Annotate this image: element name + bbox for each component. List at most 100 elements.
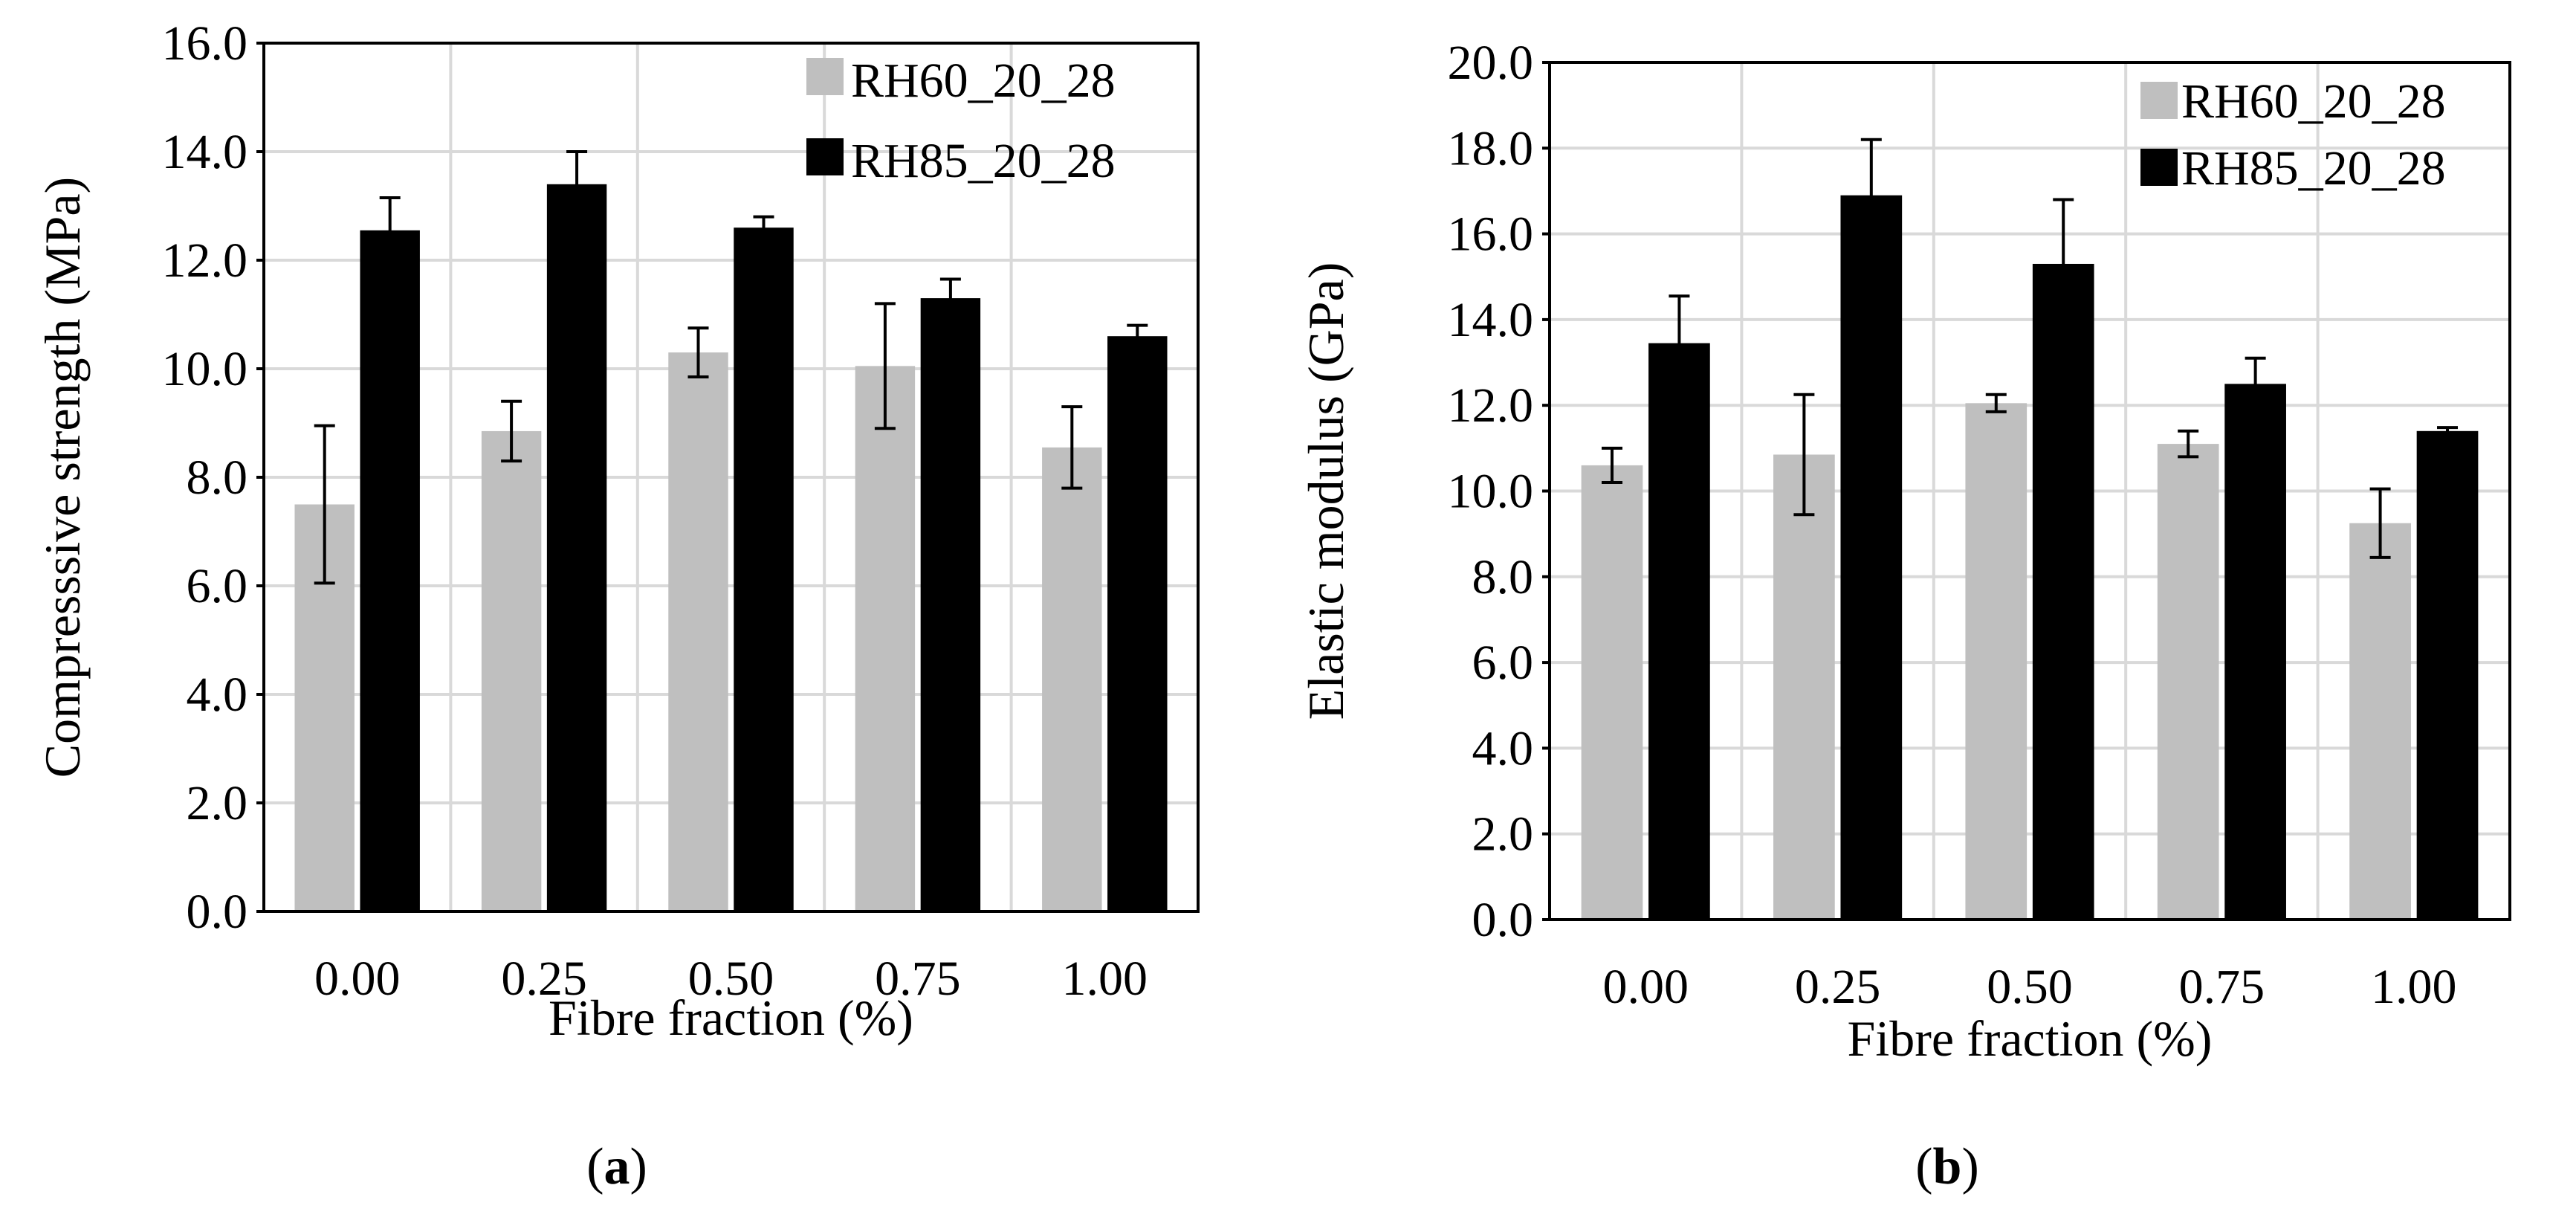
error-bar-rh60-20-28-0-75	[874, 302, 896, 430]
y-tick-label: 10.0	[1448, 465, 1534, 519]
bar-rh60-20-28-0-75	[855, 366, 916, 912]
y-tick-label: 16.0	[1448, 207, 1534, 262]
x-tick-label: 0.25	[501, 952, 587, 1006]
chart-elastic-modulus: 0.02.04.06.08.010.012.014.016.018.020.0 …	[1298, 36, 2511, 1195]
bar-rh60-20-28-0-75	[2157, 444, 2219, 920]
y-tick-label: 2.0	[1472, 807, 1534, 862]
legend-label-rh60-b: RH60_20_28	[2181, 74, 2446, 129]
error-bar-rh60-20-28-0-50	[1985, 393, 2007, 413]
x-tick-label: 1.00	[2371, 960, 2457, 1014]
x-tick-label: 0.75	[875, 952, 961, 1006]
panel-label-close-a: )	[630, 1138, 647, 1195]
x-tick-labels-a: 0.00 0.25 0.50 0.75 1.00	[314, 952, 1148, 1006]
bar-rh60-20-28-0-50	[668, 352, 728, 912]
y-tick-labels-a: 0.0 2.0 4.0 6.0 8.0 10.0 12.0 14.0 16.0	[162, 16, 264, 939]
y-tick-label: 4.0	[1472, 721, 1534, 775]
panel-label-close-b: )	[1961, 1138, 1978, 1195]
error-bar-rh60-20-28-0-75	[2178, 429, 2199, 459]
y-tick-label: 14.0	[162, 125, 248, 179]
y-axis-title-b: Elastic modulus (GPa)	[1298, 262, 1354, 720]
y-tick-labels-b: 0.0 2.0 4.0 6.0 8.0 10.0 12.0 14.0 16.0 18.0 20.0	[1448, 36, 1550, 947]
x-tick-label: 0.50	[1987, 960, 2073, 1014]
x-tick-label: 0.00	[314, 952, 401, 1006]
y-tick-label: 12.0	[1448, 378, 1534, 433]
error-bar-rh60-20-28-0-25	[1793, 393, 1815, 517]
bar-rh85-20-28-0-75	[2224, 384, 2286, 920]
bar-rh60-20-28-0-25	[1773, 454, 1835, 920]
error-bar-rh60-20-28-0-00	[314, 424, 335, 585]
y-tick-label: 18.0	[1448, 121, 1534, 175]
panel-label-open-a: (	[586, 1138, 603, 1195]
panel-label-letter-a: a	[604, 1138, 630, 1195]
y-tick-label: 6.0	[187, 559, 248, 613]
bar-rh85-20-28-0-00	[360, 230, 420, 912]
x-tick-label: 0.75	[2179, 960, 2265, 1014]
legend-label-rh85-b: RH85_20_28	[2181, 141, 2446, 196]
bar-rh85-20-28-0-50	[2032, 263, 2094, 920]
chart-compressive-strength: 0.0 2.0 4.0 6.0 8.0 10.0 12.0 14.0 16.0 0.00 0.25…	[34, 16, 1200, 1195]
x-axis-title-b: Fibre fraction (%)	[1848, 1010, 2213, 1067]
legend-b: RH60_20_28 RH85_20_28	[2140, 74, 2446, 196]
x-tick-label: 0.00	[1602, 960, 1689, 1014]
y-tick-label: 16.0	[162, 16, 248, 71]
bar-rh85-20-28-0-75	[920, 298, 981, 912]
y-tick-label: 0.0	[1472, 893, 1534, 947]
error-bar-rh85-20-28-0-00	[379, 196, 401, 265]
bar-rh60-20-28-0-25	[481, 430, 542, 911]
error-bar-rh85-20-28-0-50	[2053, 198, 2074, 330]
legend-swatch-rh60-a	[806, 58, 844, 95]
y-tick-label: 4.0	[187, 668, 248, 722]
y-tick-label: 8.0	[1472, 550, 1534, 604]
bar-rh60-20-28-1-00	[2349, 523, 2411, 920]
y-tick-label: 20.0	[1448, 36, 1534, 90]
panel-label-open-b: (	[1915, 1138, 1932, 1195]
panel-label-letter-b: b	[1933, 1138, 1962, 1195]
bars-b	[1581, 195, 2479, 920]
panel-label-a: (a)	[586, 1138, 647, 1195]
error-bars-b	[1601, 138, 2459, 559]
bar-rh85-20-28-1-00	[1107, 336, 1168, 911]
legend-label-rh60-a: RH60_20_28	[851, 54, 1116, 108]
bar-rh85-20-28-0-25	[1840, 195, 1903, 920]
error-bar-rh85-20-28-0-50	[753, 215, 774, 240]
error-bar-rh60-20-28-0-50	[687, 326, 709, 378]
y-tick-label: 8.0	[187, 451, 248, 505]
y-tick-label: 2.0	[187, 776, 248, 830]
error-bar-rh60-20-28-1-00	[2369, 487, 2391, 559]
y-tick-label: 0.0	[187, 885, 248, 939]
y-tick-label: 14.0	[1448, 293, 1534, 347]
y-tick-label: 12.0	[162, 233, 248, 288]
error-bar-rh60-20-28-1-00	[1061, 405, 1083, 490]
error-bars-a	[314, 150, 1148, 585]
x-tick-label: 0.50	[688, 952, 774, 1006]
legend-a: RH60_20_28 RH85_20_28	[806, 54, 1116, 188]
error-bar-rh85-20-28-0-75	[939, 277, 961, 319]
error-bar-rh85-20-28-0-75	[2245, 356, 2266, 411]
legend-swatch-rh85-a	[806, 138, 844, 175]
bar-rh85-20-28-0-25	[546, 184, 607, 912]
bar-rh85-20-28-1-00	[2416, 430, 2479, 920]
bar-rh60-20-28-0-50	[1965, 403, 2028, 920]
x-axis-title-a: Fibre fraction (%)	[548, 989, 913, 1046]
error-bar-rh85-20-28-0-25	[566, 150, 588, 219]
error-bar-rh85-20-28-1-00	[1127, 323, 1148, 349]
y-tick-label: 10.0	[162, 342, 248, 396]
bar-rh60-20-28-1-00	[1042, 447, 1102, 911]
bars-a	[294, 184, 1168, 912]
bar-rh60-20-28-0-00	[1581, 465, 1643, 920]
legend-swatch-rh85-b	[2140, 149, 2178, 186]
y-axis-title-a: Compresssive strength (MPa)	[34, 177, 91, 778]
error-bar-rh60-20-28-0-00	[1601, 446, 1622, 484]
error-bar-rh85-20-28-0-00	[1669, 294, 1690, 393]
x-tick-labels-b: 0.00 0.25 0.50 0.75 1.00	[1602, 960, 2456, 1014]
bar-rh85-20-28-0-50	[734, 227, 794, 911]
legend-swatch-rh60-b	[2140, 82, 2178, 119]
error-bar-rh85-20-28-1-00	[2437, 426, 2459, 436]
error-bar-rh60-20-28-0-25	[501, 399, 522, 463]
x-tick-label: 1.00	[1062, 952, 1148, 1006]
x-tick-label: 0.25	[1795, 960, 1881, 1014]
legend-label-rh85-a: RH85_20_28	[851, 134, 1116, 188]
error-bar-rh85-20-28-0-25	[1860, 138, 1882, 253]
panel-label-b: (b)	[1915, 1138, 1979, 1195]
